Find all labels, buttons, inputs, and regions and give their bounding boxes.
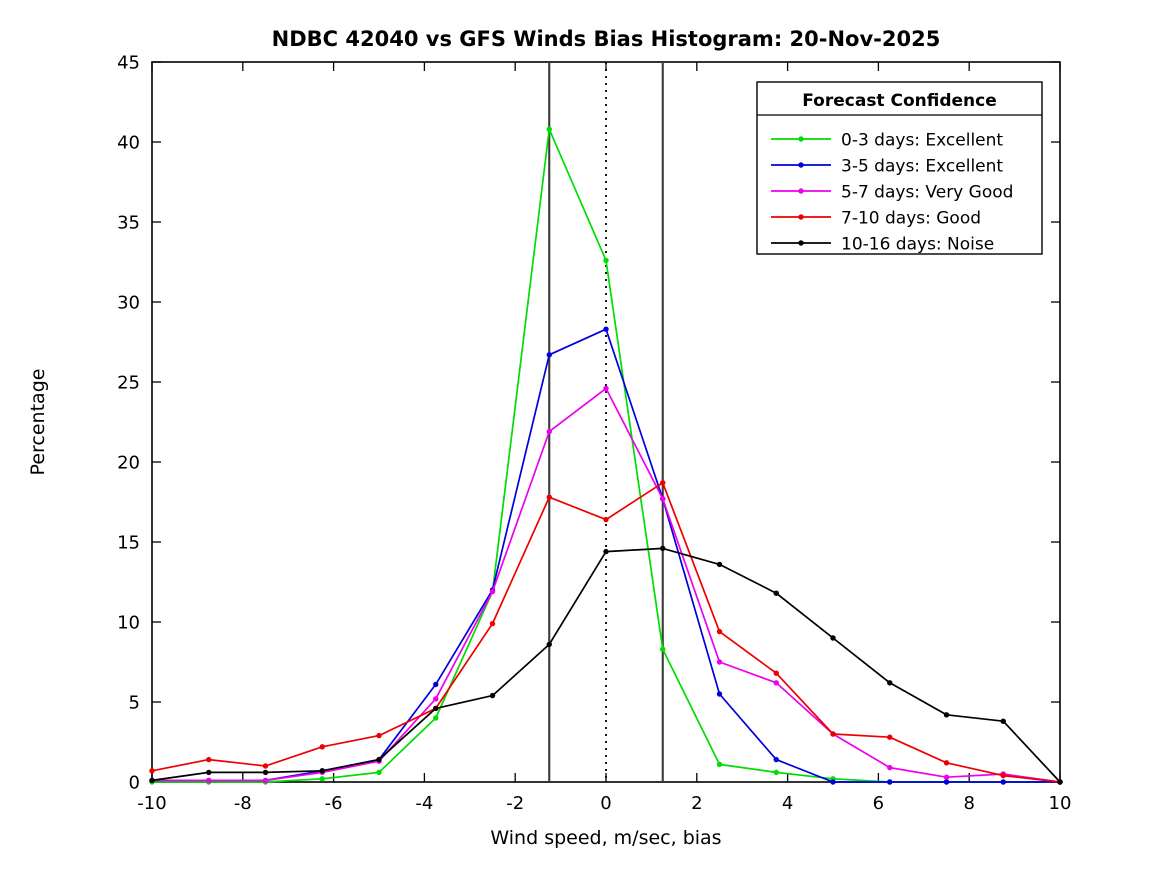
series-line-3 <box>151 481 1061 783</box>
series-marker-4-7 <box>546 641 552 648</box>
x-tick-label-5: 0 <box>600 793 611 814</box>
legend-marker-4 <box>798 240 804 246</box>
x-tick-label-7: 4 <box>782 793 793 814</box>
series-marker-3-0 <box>149 768 155 774</box>
series-marker-2-9 <box>660 496 666 502</box>
series-marker-0-11 <box>773 769 779 776</box>
series-marker-4-8 <box>603 548 609 555</box>
series-marker-3-14 <box>943 760 950 766</box>
series-marker-4-15 <box>1000 718 1006 724</box>
series-marker-2-7 <box>546 428 552 435</box>
series-marker-4-11 <box>773 590 779 596</box>
x-axis-title: Wind speed, m/sec, bias <box>490 827 721 849</box>
series-marker-1-13 <box>887 779 893 785</box>
legend-label-3: 7-10 days: Good <box>841 209 981 229</box>
y-tick-label-4: 20 <box>117 453 140 474</box>
series-marker-2-8 <box>603 385 609 392</box>
series-marker-3-13 <box>887 734 893 740</box>
series-marker-3-15 <box>1000 772 1006 779</box>
y-tick-label-6: 30 <box>117 293 140 314</box>
series-marker-4-6 <box>489 692 496 699</box>
legend-label-2: 5-7 days: Very Good <box>841 183 1013 203</box>
legend-marker-3 <box>798 214 804 220</box>
legend-marker-0 <box>798 136 804 142</box>
series-marker-4-1 <box>206 769 212 776</box>
series-marker-2-2 <box>262 777 269 784</box>
series-marker-1-7 <box>546 352 552 358</box>
y-axis-title: Percentage <box>27 369 49 476</box>
series-marker-4-0 <box>149 777 155 784</box>
series-marker-1-11 <box>773 756 779 763</box>
series-marker-3-4 <box>376 732 382 739</box>
series-marker-4-2 <box>262 769 269 776</box>
series-marker-3-9 <box>660 480 666 486</box>
series-marker-2-6 <box>489 588 496 595</box>
series-marker-4-16 <box>1057 779 1063 785</box>
page-title: NDBC 42040 vs GFS Winds Bias Histogram: … <box>272 27 941 51</box>
legend-marker-2 <box>798 188 804 194</box>
series-marker-4-4 <box>376 756 382 763</box>
series-marker-3-2 <box>262 763 269 769</box>
x-tick-label-1: -8 <box>234 793 252 814</box>
series-marker-0-8 <box>603 257 609 264</box>
x-tick-label-10: 10 <box>1049 793 1072 814</box>
legend-marker-1 <box>798 162 804 168</box>
series-marker-2-14 <box>943 774 950 780</box>
series-marker-1-12 <box>830 779 836 785</box>
series-marker-4-5 <box>433 705 439 712</box>
y-tick-label-8: 40 <box>117 133 140 154</box>
legend-label-1: 3-5 days: Excellent <box>841 157 1003 177</box>
series-marker-4-3 <box>319 768 325 774</box>
y-tick-label-9: 45 <box>117 53 140 74</box>
legend-box <box>756 81 1043 255</box>
series-marker-3-11 <box>773 670 779 676</box>
series-marker-4-13 <box>887 680 893 686</box>
series-marker-1-14 <box>943 779 950 785</box>
series-marker-3-1 <box>206 756 212 763</box>
y-tick-label-1: 5 <box>129 693 140 714</box>
y-tick-label-2: 10 <box>117 613 140 634</box>
legend-title: Forecast Confidence <box>802 91 997 111</box>
x-tick-label-9: 8 <box>963 793 974 814</box>
series-marker-1-5 <box>433 681 439 688</box>
series-marker-0-4 <box>376 769 382 776</box>
series-marker-4-9 <box>660 545 666 552</box>
legend-label-4: 10-16 days: Noise <box>841 235 994 255</box>
y-tick-label-3: 15 <box>117 533 140 554</box>
series-marker-1-10 <box>716 691 723 697</box>
series-marker-1-8 <box>603 326 609 332</box>
x-tick-label-8: 6 <box>873 793 884 814</box>
series-marker-0-3 <box>319 776 325 782</box>
series-marker-2-11 <box>773 680 779 686</box>
series-marker-3-10 <box>716 628 723 635</box>
series-marker-2-1 <box>206 777 212 784</box>
y-tick-label-0: 0 <box>129 773 140 794</box>
series-marker-2-13 <box>887 764 893 771</box>
series-marker-0-9 <box>660 646 666 652</box>
y-tick-label-5: 25 <box>117 373 140 394</box>
series-marker-3-8 <box>603 516 609 523</box>
series-marker-2-10 <box>716 659 723 665</box>
x-tick-label-2: -6 <box>325 793 343 814</box>
series-marker-3-12 <box>830 731 836 737</box>
legend-label-0: 0-3 days: Excellent <box>841 131 1003 151</box>
series-marker-3-6 <box>489 620 496 627</box>
series-marker-3-7 <box>546 494 552 500</box>
x-tick-label-4: -2 <box>506 793 524 814</box>
series-marker-0-7 <box>546 126 552 132</box>
series-marker-1-15 <box>1000 779 1006 785</box>
x-tick-label-3: -4 <box>415 793 433 814</box>
series-marker-3-3 <box>319 744 325 750</box>
series-marker-4-14 <box>943 712 950 718</box>
y-tick-label-7: 35 <box>117 213 140 234</box>
x-tick-label-6: 2 <box>691 793 702 814</box>
series-marker-4-12 <box>830 635 836 641</box>
series-marker-2-5 <box>433 696 439 702</box>
series-marker-4-10 <box>716 561 723 568</box>
series-marker-0-5 <box>433 715 439 721</box>
x-tick-label-0: -10 <box>137 793 166 814</box>
series-marker-0-10 <box>716 761 723 768</box>
